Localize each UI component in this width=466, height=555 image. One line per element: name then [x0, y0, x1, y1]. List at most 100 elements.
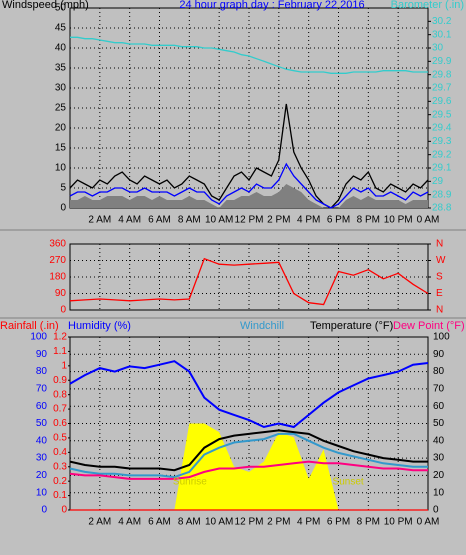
x-tick-label: 4 AM: [118, 517, 141, 528]
x-tick-label: 6 AM: [148, 215, 171, 226]
y2-tick-label: 0: [61, 505, 67, 516]
chart-title: 24 hour graph day : February 22 2016: [179, 0, 364, 11]
y-tick-label: 10: [36, 487, 48, 498]
x-tick-label: 0 AM: [417, 215, 440, 226]
y-tick-label: 25: [55, 103, 67, 114]
y-tick-label: 360: [49, 239, 66, 250]
y-tick-label: 70: [36, 384, 48, 395]
y2-axis-title: Barometer (.in): [391, 0, 464, 11]
y-tick-label: 0: [60, 305, 66, 316]
series-line: [69, 360, 429, 429]
annotation: Sunset: [333, 477, 364, 488]
y-right-tick-label: 80: [433, 366, 445, 377]
series-line: [69, 429, 428, 472]
y2-tick-label: N: [436, 239, 443, 250]
y-tick-label: 35: [55, 63, 67, 74]
y2-tick-label: E: [436, 288, 443, 299]
y2-tick-label: 1.1: [53, 346, 67, 357]
x-tick-label: 6 PM: [327, 215, 350, 226]
y2-tick-label: 29.7: [432, 83, 452, 94]
y-right-tick-label: 0: [433, 505, 439, 516]
series-line: [69, 103, 429, 209]
y-right-tick-label: 100: [433, 332, 450, 343]
y2-tick-label: 29.1: [432, 163, 452, 174]
y2-tick-label: 29.4: [432, 123, 452, 134]
y2-tick-label: 30.2: [432, 16, 452, 27]
y2-tick-label: 0.1: [53, 490, 67, 501]
y2-tick-label: S: [436, 272, 443, 283]
y2-tick-label: 29.5: [432, 109, 452, 120]
y-tick-label: 5: [60, 183, 66, 194]
x-tick-label: 2 AM: [88, 215, 111, 226]
x-tick-label: 12 PM: [235, 517, 264, 528]
y-tick-label: 50: [55, 3, 67, 14]
x-tick-label: 6 PM: [327, 517, 350, 528]
y2-tick-label: 0.9: [53, 375, 67, 386]
x-tick-label: 8 AM: [178, 517, 201, 528]
y-tick-label: 30: [55, 83, 67, 94]
y-right-tick-label: 60: [433, 401, 445, 412]
y2-tick-label: 0.3: [53, 461, 67, 472]
y-tick-label: 270: [49, 255, 66, 266]
x-tick-label: 8 AM: [178, 215, 201, 226]
y2-tick-label: 1: [61, 360, 67, 371]
y-right-tick-label: 30: [433, 453, 445, 464]
y-tick-label: 90: [36, 349, 48, 360]
y2-tick-label: 0.5: [53, 433, 67, 444]
y-tick-label: 20: [55, 123, 67, 134]
y2-tick-label: 28.8: [432, 203, 452, 214]
x-tick-label: 4 PM: [297, 517, 320, 528]
series-area: [70, 184, 428, 208]
y2-tick-label: W: [436, 255, 446, 266]
legend-header: Humidity (%): [68, 320, 131, 332]
y2-tick-label: 29.9: [432, 56, 452, 67]
x-tick-label: 4 PM: [297, 215, 320, 226]
series-line: [69, 257, 429, 306]
series-line: [70, 36, 428, 74]
series-line: [69, 162, 429, 209]
y-tick-label: 60: [36, 401, 48, 412]
y-right-tick-label: 10: [433, 487, 445, 498]
y-tick-label: 40: [55, 43, 67, 54]
x-tick-label: 10 PM: [384, 517, 413, 528]
y2-tick-label: 0.2: [53, 476, 67, 487]
y-tick-label: 10: [55, 163, 67, 174]
y-axis-title: Windspeed (mph): [2, 0, 89, 11]
y-right-tick-label: 20: [433, 470, 445, 481]
legend-header: Rainfall (.in): [0, 320, 59, 332]
y-right-tick-label: 40: [433, 435, 445, 446]
y-tick-label: 90: [55, 288, 67, 299]
x-tick-label: 10 AM: [205, 215, 233, 226]
y2-tick-label: 29.3: [432, 136, 452, 147]
y-tick-label: 0: [41, 505, 47, 516]
x-tick-label: 10 AM: [205, 517, 233, 528]
y-tick-label: 180: [49, 272, 66, 283]
x-tick-label: 8 PM: [357, 215, 380, 226]
y-tick-label: 80: [36, 366, 48, 377]
y2-tick-label: 28.9: [432, 189, 452, 200]
y2-tick-label: 0.6: [53, 418, 67, 429]
y-tick-label: 0: [60, 203, 66, 214]
series-area: [70, 423, 428, 510]
y-tick-label: 40: [36, 435, 48, 446]
y-tick-label: 15: [55, 143, 67, 154]
y2-tick-label: 30.1: [432, 29, 452, 40]
y-right-tick-label: 50: [433, 418, 445, 429]
y-tick-label: 50: [36, 418, 48, 429]
y2-tick-label: N: [436, 305, 443, 316]
y-tick-label: 100: [30, 332, 47, 343]
x-tick-label: 2 AM: [88, 517, 111, 528]
series-line: [69, 460, 428, 480]
legend-header: Dew Point (°F): [393, 320, 465, 332]
series-line: [69, 432, 428, 479]
y2-tick-label: 29.2: [432, 149, 452, 160]
y2-tick-label: 1.2: [53, 332, 67, 343]
x-tick-label: 2 PM: [267, 517, 290, 528]
x-tick-label: 8 PM: [357, 517, 380, 528]
y2-tick-label: 29: [432, 176, 444, 187]
y2-tick-label: 29.8: [432, 69, 452, 80]
y-tick-label: 20: [36, 470, 48, 481]
y2-tick-label: 0.4: [53, 447, 67, 458]
